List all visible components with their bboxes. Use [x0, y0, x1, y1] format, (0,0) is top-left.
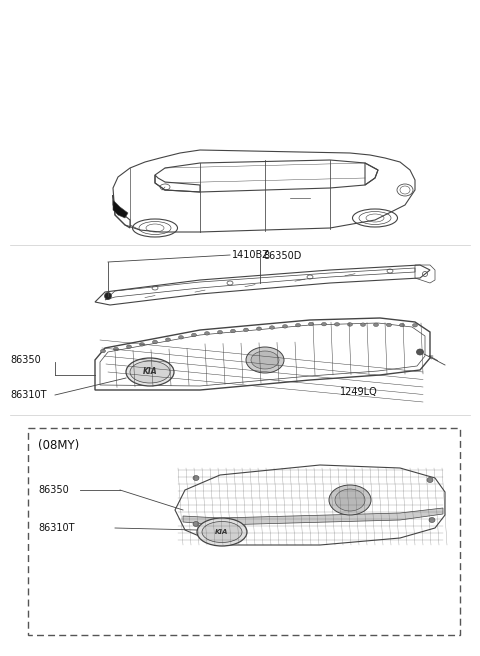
- Ellipse shape: [322, 322, 326, 326]
- Ellipse shape: [335, 489, 365, 511]
- Ellipse shape: [427, 478, 433, 483]
- Bar: [28, 428, 460, 635]
- Ellipse shape: [283, 325, 288, 328]
- Ellipse shape: [429, 518, 435, 522]
- Ellipse shape: [113, 347, 119, 351]
- Ellipse shape: [193, 476, 199, 480]
- Ellipse shape: [417, 349, 423, 355]
- Text: (08MY): (08MY): [38, 440, 79, 453]
- Ellipse shape: [296, 323, 300, 327]
- Ellipse shape: [153, 340, 157, 344]
- Ellipse shape: [329, 485, 371, 515]
- Ellipse shape: [179, 336, 183, 339]
- Ellipse shape: [386, 323, 392, 327]
- Ellipse shape: [243, 328, 249, 332]
- Ellipse shape: [217, 331, 223, 334]
- Text: 86350: 86350: [38, 485, 69, 495]
- Text: 86310T: 86310T: [10, 390, 47, 400]
- Polygon shape: [183, 508, 443, 525]
- Ellipse shape: [204, 332, 209, 335]
- Ellipse shape: [256, 327, 262, 331]
- Ellipse shape: [251, 351, 279, 369]
- Ellipse shape: [100, 349, 106, 353]
- Text: 1249LQ: 1249LQ: [340, 387, 378, 397]
- Ellipse shape: [197, 518, 247, 546]
- Ellipse shape: [202, 522, 242, 543]
- Text: 86350: 86350: [10, 355, 41, 365]
- Ellipse shape: [127, 345, 132, 348]
- Ellipse shape: [130, 361, 170, 383]
- Polygon shape: [113, 200, 128, 218]
- Text: 1410BZ: 1410BZ: [232, 250, 270, 260]
- Ellipse shape: [309, 322, 313, 326]
- Ellipse shape: [348, 323, 352, 326]
- Text: 86350D: 86350D: [263, 251, 301, 261]
- Text: KIA: KIA: [216, 529, 228, 535]
- Ellipse shape: [166, 338, 170, 341]
- Ellipse shape: [373, 323, 379, 327]
- Ellipse shape: [246, 347, 284, 373]
- Ellipse shape: [335, 323, 339, 326]
- Ellipse shape: [360, 323, 365, 327]
- Ellipse shape: [269, 326, 275, 329]
- Ellipse shape: [126, 358, 174, 386]
- Text: KIA: KIA: [143, 367, 157, 377]
- Ellipse shape: [412, 323, 418, 327]
- Ellipse shape: [140, 342, 144, 346]
- Ellipse shape: [105, 293, 111, 300]
- Ellipse shape: [193, 522, 199, 527]
- Ellipse shape: [192, 333, 196, 337]
- Text: 86310T: 86310T: [38, 523, 74, 533]
- Ellipse shape: [230, 329, 236, 333]
- Ellipse shape: [399, 323, 405, 327]
- FancyArrowPatch shape: [429, 356, 438, 361]
